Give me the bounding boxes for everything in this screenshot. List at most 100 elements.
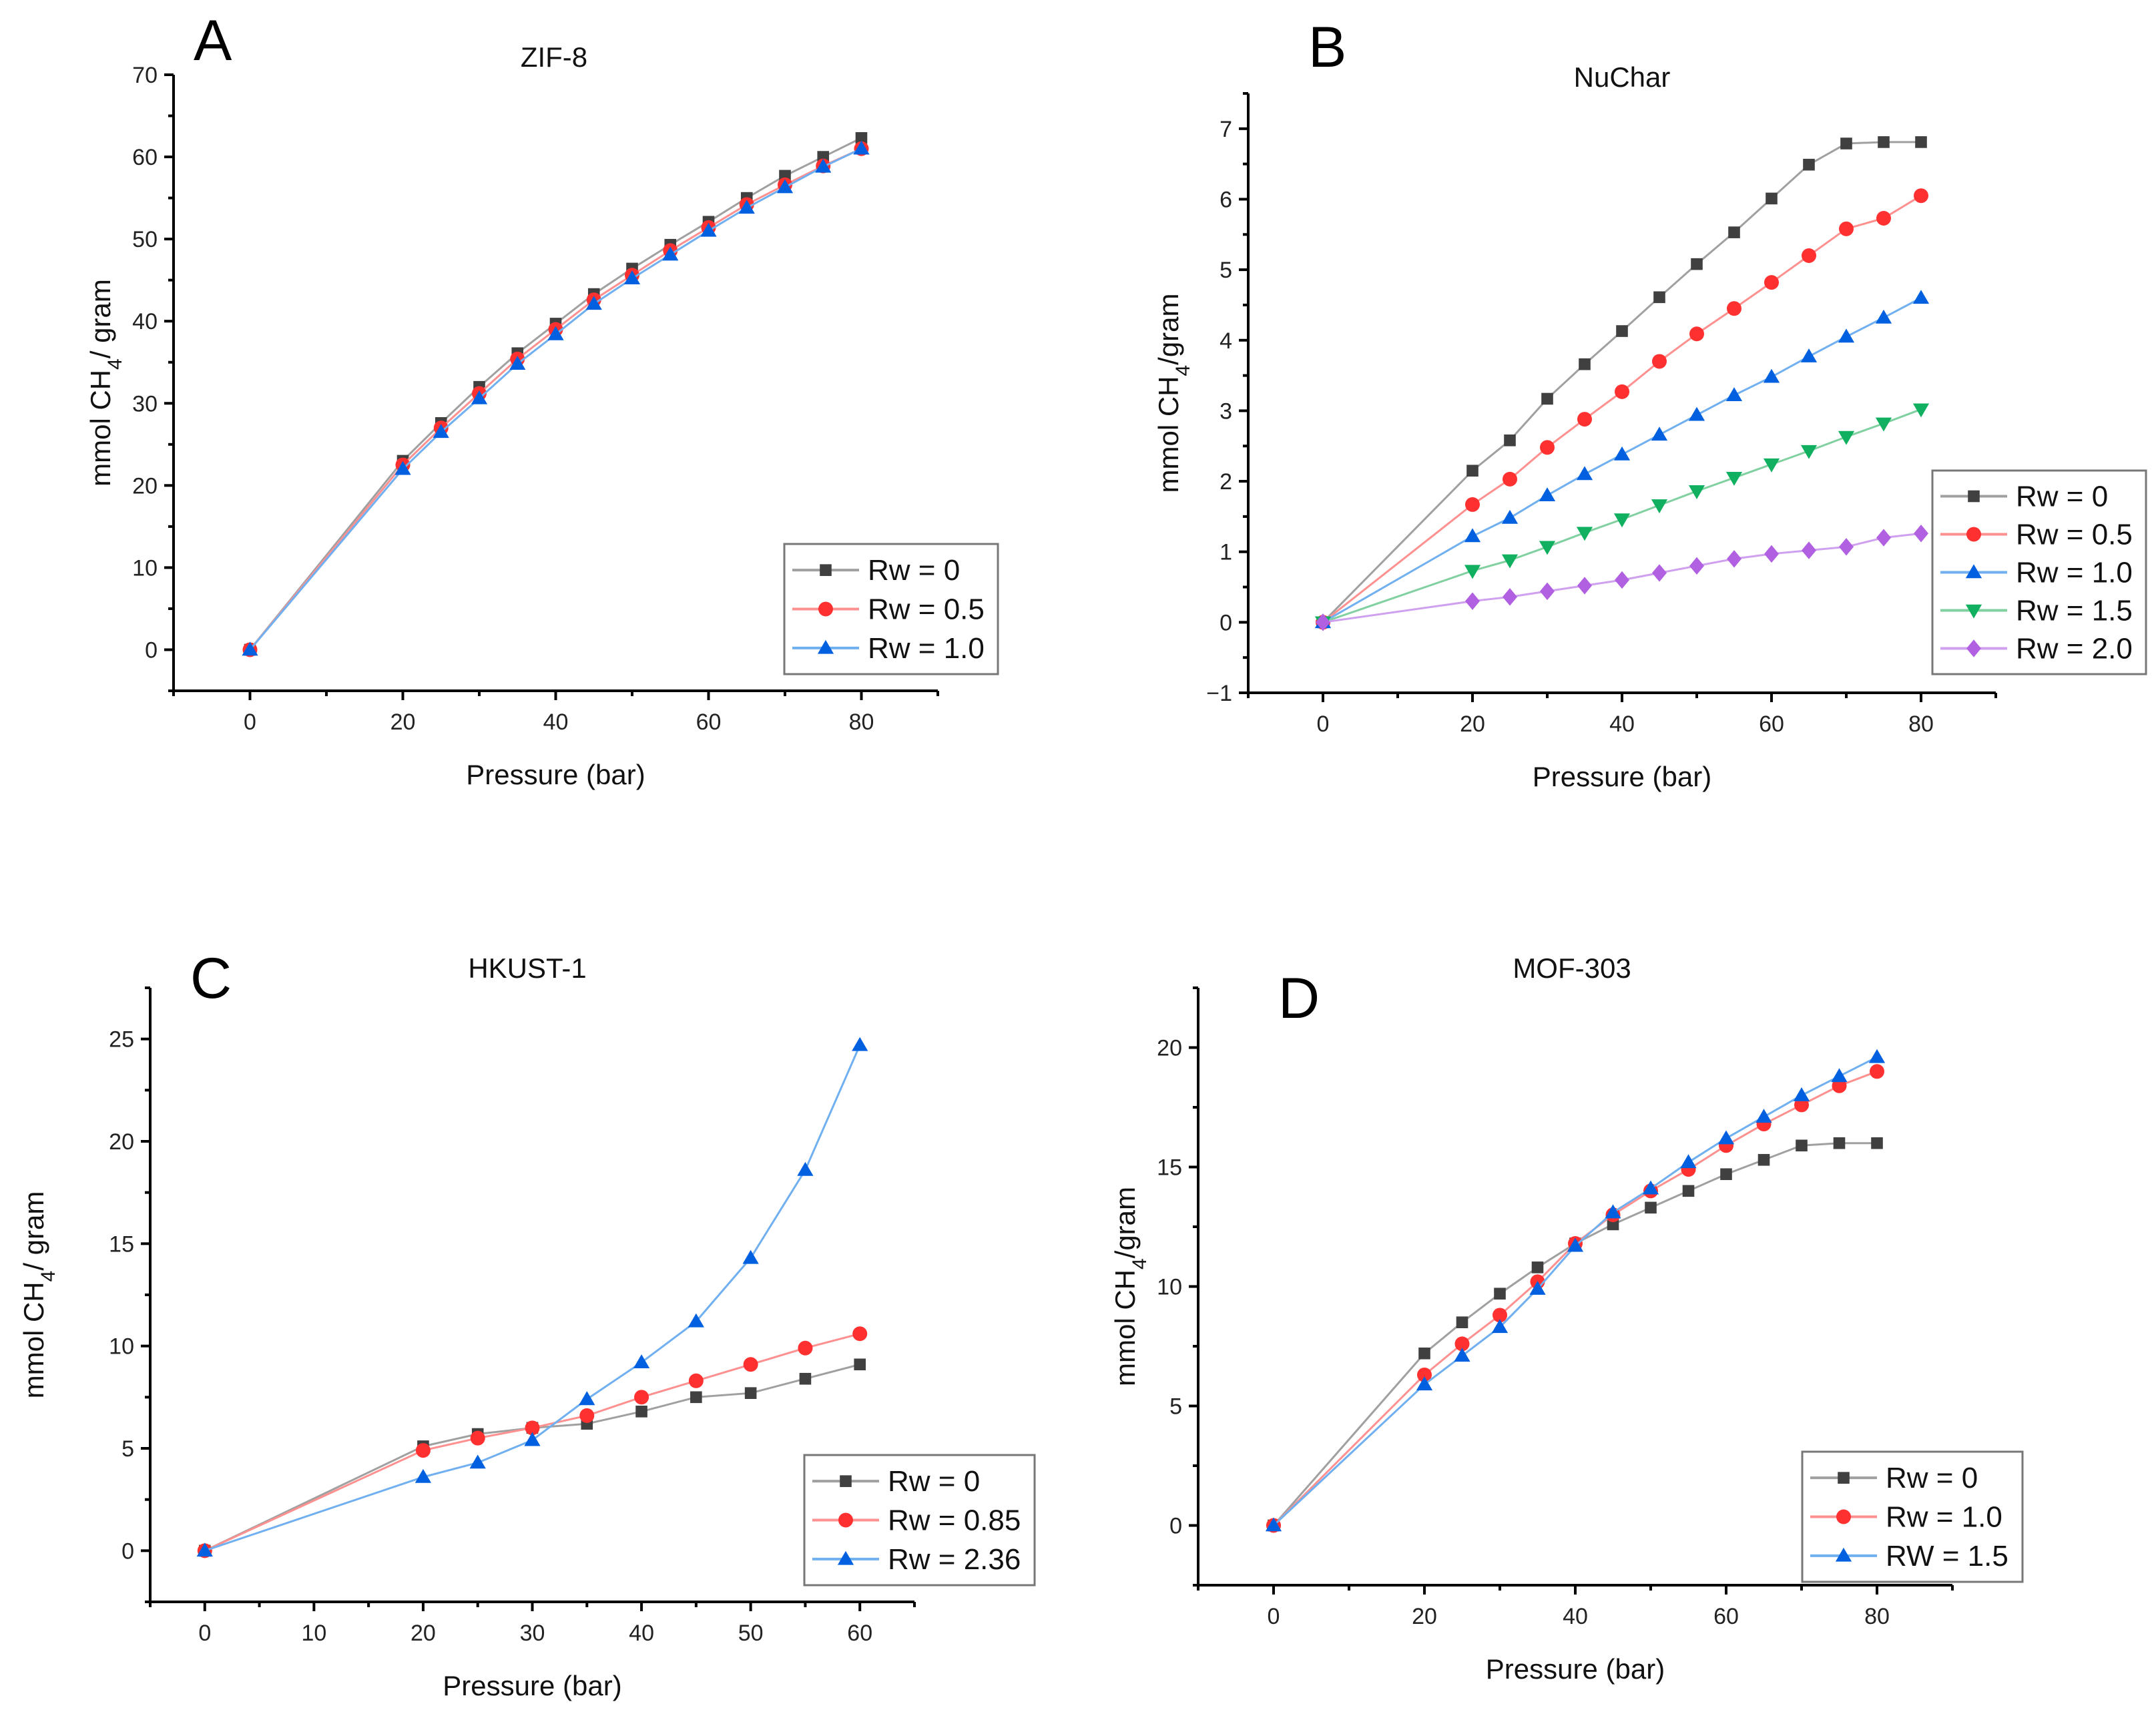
legend: Rw = 0 Rw = 1.0 RW = 1.5 xyxy=(1801,1450,2024,1583)
data-point xyxy=(1645,1201,1657,1214)
data-point xyxy=(1793,1087,1810,1101)
data-point xyxy=(1653,291,1665,304)
legend-marker xyxy=(817,639,834,654)
data-point xyxy=(1717,1130,1735,1145)
data-point xyxy=(1689,326,1704,342)
data-point xyxy=(1616,325,1628,337)
data-point xyxy=(524,1432,541,1446)
series-line xyxy=(204,1045,861,1552)
data-point xyxy=(799,1372,812,1385)
series-1 xyxy=(242,141,869,657)
data-point xyxy=(1802,248,1816,263)
data-point xyxy=(1876,529,1891,547)
legend-label: Rw = 0 xyxy=(888,1465,980,1498)
data-point xyxy=(744,1387,757,1399)
x-axis-label: Pressure (bar) xyxy=(466,759,645,790)
data-point xyxy=(1915,136,1927,148)
data-point xyxy=(547,326,564,340)
legend-label: Rw = 1.5 xyxy=(2016,595,2133,627)
x-tick-label: 60 xyxy=(847,1621,872,1646)
x-tick-label: 60 xyxy=(1759,711,1784,737)
legend-marker xyxy=(1965,604,1982,619)
y-tick-label: 70 xyxy=(132,63,158,88)
panel-label: C xyxy=(190,946,232,1011)
data-point xyxy=(1839,538,1854,556)
data-point xyxy=(1651,426,1668,441)
series-line xyxy=(1272,1070,1878,1526)
series-1 xyxy=(1316,188,1928,630)
data-point xyxy=(1800,445,1818,459)
data-point xyxy=(1728,226,1740,238)
series-2 xyxy=(242,140,870,656)
y-tick-label: 0 xyxy=(121,1538,134,1564)
y-tick-label: 5 xyxy=(121,1436,134,1462)
data-point xyxy=(1838,328,1855,343)
chart-panel-d: D MOF-303 0 20 40 60 80 0 5 10 15 20 Pressure (bar) m… xyxy=(1109,952,2024,1685)
x-axis-label: Pressure (bar) xyxy=(1486,1653,1665,1685)
data-point xyxy=(1576,466,1593,481)
data-point xyxy=(855,131,868,144)
y-tick-label: 5 xyxy=(1220,258,1232,283)
data-point xyxy=(1912,403,1930,418)
y-tick-label: 1 xyxy=(1220,540,1232,565)
data-point xyxy=(1418,1347,1430,1360)
data-point xyxy=(1454,1348,1470,1362)
y-axis-label: mmol CH4/gram xyxy=(1109,1187,1151,1386)
series-0 xyxy=(1268,1137,1883,1532)
data-point xyxy=(1567,1237,1584,1252)
data-point xyxy=(1688,485,1705,499)
data-point xyxy=(1725,387,1743,401)
data-point xyxy=(1464,528,1481,543)
data-point xyxy=(738,200,755,214)
data-point xyxy=(579,1391,595,1406)
y-axis-label: mmol CH4/ gram xyxy=(18,1191,59,1399)
data-point xyxy=(1465,592,1480,610)
data-point xyxy=(469,1454,486,1469)
legend-marker xyxy=(1966,527,1981,542)
series-0 xyxy=(244,131,868,656)
data-point xyxy=(1501,509,1519,524)
data-point xyxy=(690,1391,702,1404)
data-point xyxy=(776,179,794,194)
data-point xyxy=(743,1357,758,1372)
y-tick-label: 30 xyxy=(132,391,158,416)
chart-title: NuChar xyxy=(1574,61,1671,93)
y-tick-label: 0 xyxy=(1169,1514,1182,1539)
data-point xyxy=(1803,158,1815,171)
data-point xyxy=(1642,1180,1659,1195)
legend-marker xyxy=(837,1550,854,1565)
legend-marker xyxy=(1965,564,1982,579)
legend-label: Rw = 1.0 xyxy=(868,632,985,665)
data-point xyxy=(1876,210,1891,226)
data-point xyxy=(1577,412,1592,427)
series-line xyxy=(249,148,862,651)
series-4 xyxy=(1316,525,1928,631)
data-point xyxy=(525,1420,540,1436)
legend-label: Rw = 2.36 xyxy=(888,1543,1021,1576)
series-line xyxy=(204,1363,860,1552)
y-tick-label: 5 xyxy=(1169,1394,1182,1420)
data-point xyxy=(394,461,411,475)
data-point xyxy=(1914,188,1928,204)
x-tick-label: 40 xyxy=(629,1621,654,1646)
data-point xyxy=(470,1430,485,1446)
data-point xyxy=(1605,1204,1621,1219)
series-0 xyxy=(198,1358,866,1557)
data-point xyxy=(1576,527,1593,541)
chart-title: ZIF-8 xyxy=(521,41,587,73)
data-point xyxy=(1456,1316,1468,1328)
data-point xyxy=(1727,550,1741,568)
data-point xyxy=(1416,1376,1433,1391)
y-tick-label: 15 xyxy=(109,1231,134,1257)
data-point xyxy=(1501,554,1519,569)
data-point xyxy=(1870,1064,1884,1079)
data-point xyxy=(1529,1280,1546,1295)
legend-label: Rw = 0 xyxy=(1886,1462,1978,1494)
legend-marker xyxy=(820,564,832,576)
data-point xyxy=(633,1354,650,1368)
y-tick-label: 15 xyxy=(1157,1155,1182,1181)
y-tick-label: 10 xyxy=(109,1334,134,1360)
x-tick-label: 0 xyxy=(1268,1604,1280,1629)
y-tick-label: 10 xyxy=(1157,1275,1182,1300)
